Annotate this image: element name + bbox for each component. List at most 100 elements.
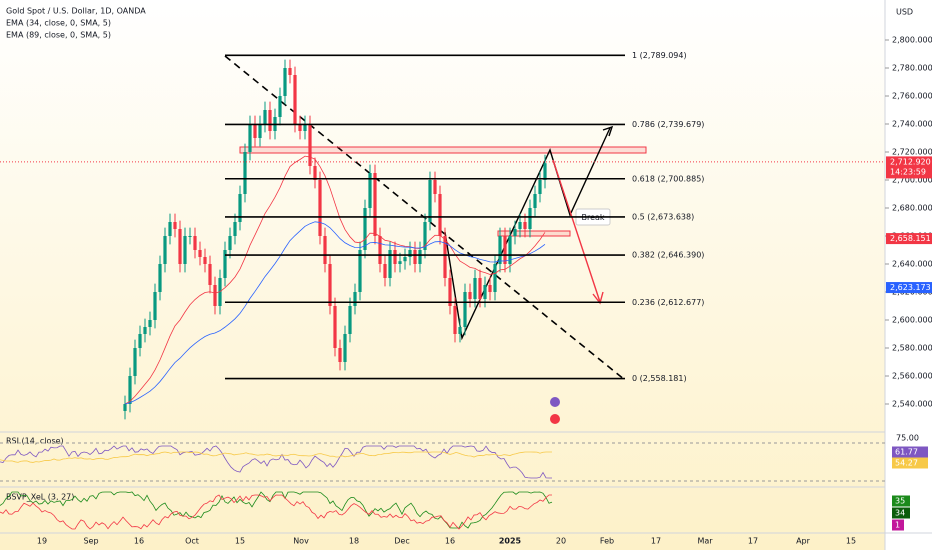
- candle: [413, 250, 417, 264]
- candle: [288, 68, 292, 75]
- oscillator-line: [0, 445, 552, 479]
- candle: [268, 110, 272, 131]
- price-tick-label: 2,800.000: [892, 36, 932, 45]
- candle: [408, 250, 412, 257]
- candle: [333, 306, 337, 348]
- candle: [263, 110, 267, 124]
- candle: [228, 236, 232, 250]
- time-label: 16: [134, 537, 144, 546]
- candle: [243, 152, 247, 194]
- support-zone: [497, 230, 571, 237]
- background: [0, 0, 885, 550]
- price-tick-label: 2,640.000: [892, 260, 932, 269]
- candle: [253, 124, 257, 138]
- candle: [298, 124, 302, 131]
- time-label: 17: [651, 537, 661, 546]
- rsi-title: RSI (14, close): [6, 437, 64, 446]
- candle: [518, 222, 522, 229]
- candle: [123, 404, 127, 411]
- candle: [143, 327, 147, 334]
- indicator-label: EMA (34, close, 0, SMA, 5): [6, 19, 111, 28]
- indicator-tag: [892, 495, 910, 507]
- time-label: 15: [235, 537, 245, 546]
- fib-label: 0.618 (2,700.885): [632, 174, 704, 183]
- candle: [423, 222, 427, 250]
- candle: [343, 334, 347, 362]
- indicator-tag-label: 1: [895, 521, 900, 530]
- candle: [368, 173, 372, 208]
- candle: [448, 278, 452, 306]
- candle: [308, 124, 312, 166]
- indicator-tag-label: 54.27: [895, 459, 918, 468]
- candle: [443, 236, 447, 278]
- time-label: 15: [846, 537, 856, 546]
- resistance-zone: [239, 146, 647, 154]
- time-label: 19: [37, 537, 47, 546]
- price-tick-label: 2,580.000: [892, 344, 932, 353]
- fib-label: 0.786 (2,739.679): [632, 120, 704, 129]
- candle: [348, 306, 352, 334]
- candle: [418, 250, 422, 264]
- price-tick-label: 2,760.000: [892, 92, 932, 101]
- fib-label: 0.236 (2,612.677): [632, 298, 704, 307]
- candle: [133, 348, 137, 376]
- time-label: Nov: [293, 537, 309, 546]
- candle: [163, 236, 167, 264]
- price-tick-label: 2,680.000: [892, 204, 932, 213]
- ema-line: [124, 155, 546, 405]
- candle: [198, 250, 202, 257]
- time-label: 17: [748, 537, 758, 546]
- time-label: Dec: [394, 537, 409, 546]
- candle: [428, 180, 432, 222]
- time-label: 18: [349, 537, 359, 546]
- candle: [138, 334, 142, 348]
- candle: [458, 327, 462, 334]
- candle: [528, 208, 532, 229]
- bearish-path: [552, 159, 601, 303]
- price-tag: [886, 282, 932, 294]
- countdown: 14:23:59: [890, 167, 926, 176]
- candle: [508, 236, 512, 264]
- candle: [488, 285, 492, 292]
- time-label: Oct: [185, 537, 199, 546]
- oscillator-line: [0, 494, 552, 530]
- candle: [468, 292, 472, 299]
- candle: [478, 278, 482, 299]
- candle: [188, 236, 192, 237]
- price-tag: [886, 233, 932, 245]
- time-label: Sep: [83, 537, 98, 546]
- time-label: Apr: [796, 537, 811, 546]
- price-tag-label: 2,712.920: [890, 157, 931, 166]
- candle: [178, 229, 182, 264]
- indicator-tag-label: 61.77: [895, 448, 918, 457]
- indicator-tag-label: 34: [895, 509, 905, 518]
- candle: [233, 222, 237, 236]
- candle: [383, 264, 387, 278]
- price-tick-label: 2,780.000: [892, 64, 932, 73]
- rsi-axis: 75.00: [896, 434, 919, 443]
- candle: [398, 261, 402, 264]
- candle: [323, 236, 327, 264]
- time-label: 20: [556, 537, 566, 546]
- candle: [213, 285, 217, 306]
- candle: [438, 194, 442, 236]
- candle: [388, 250, 392, 278]
- event-icon: [550, 397, 560, 407]
- candle: [183, 236, 187, 264]
- time-label: 16: [445, 537, 455, 546]
- price-tick-label: 2,720.000: [892, 148, 932, 157]
- candle: [208, 264, 212, 285]
- candle: [403, 257, 407, 262]
- fib-label: 0 (2,558.181): [632, 374, 687, 383]
- candle: [278, 96, 282, 117]
- candle: [483, 285, 487, 299]
- candle: [473, 278, 477, 299]
- price-tick-label: 2,700.000: [892, 176, 932, 185]
- candle: [238, 194, 242, 222]
- candle: [338, 348, 342, 362]
- candle: [503, 236, 507, 264]
- candle: [158, 264, 162, 292]
- candle: [248, 124, 252, 152]
- candle: [353, 292, 357, 306]
- oscillator-line: [0, 451, 552, 463]
